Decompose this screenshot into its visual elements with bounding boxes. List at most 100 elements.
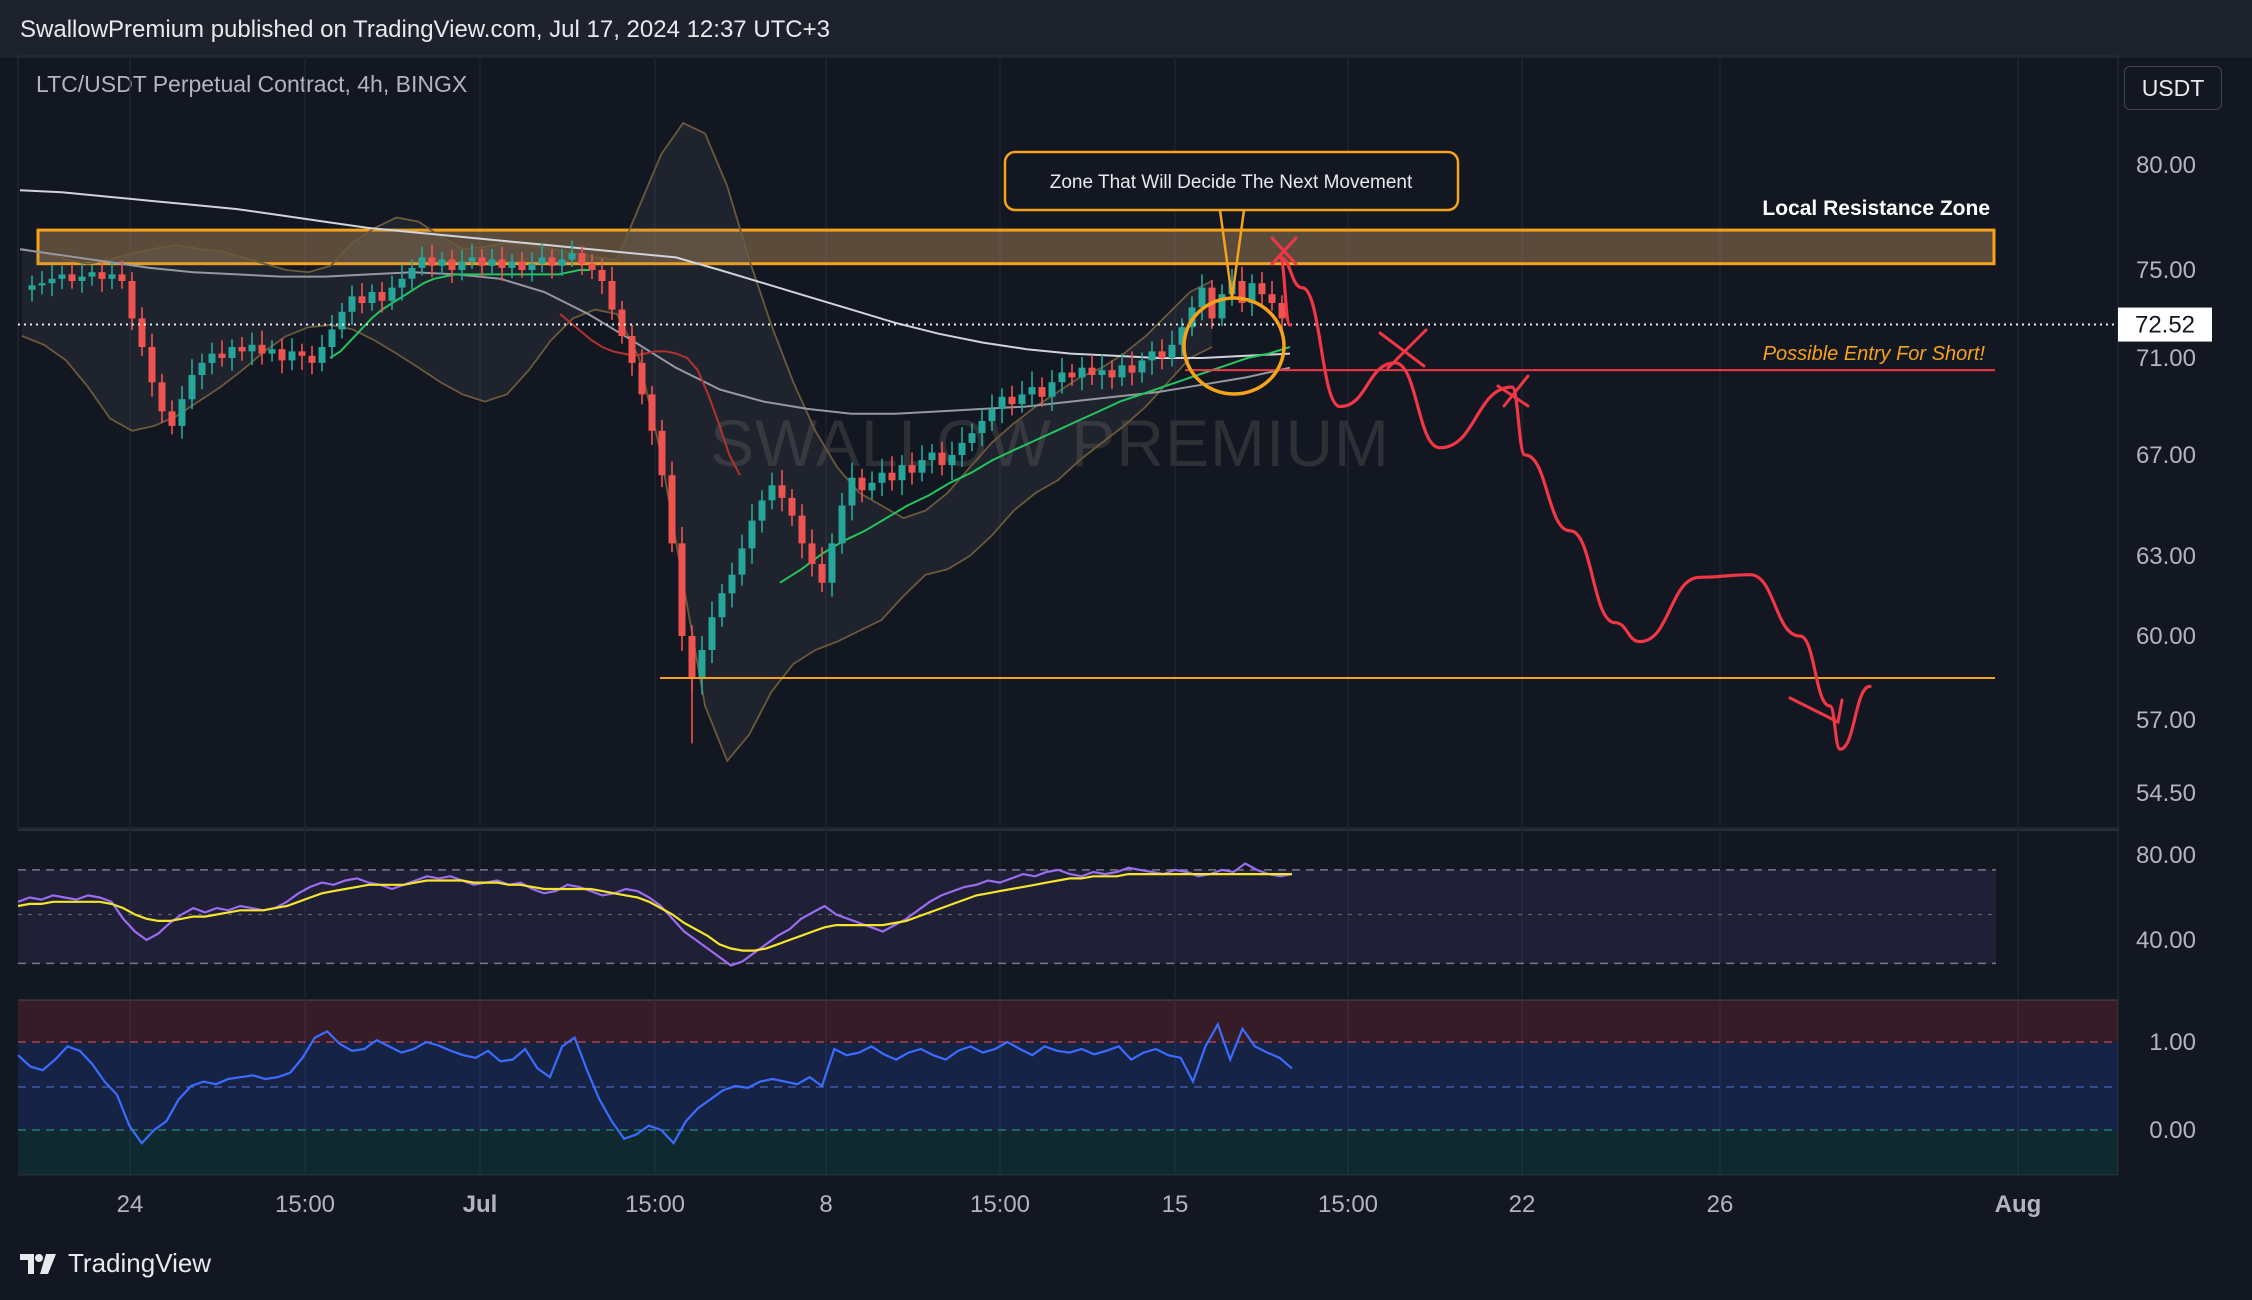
price-axis[interactable]: 80.00 75.00 71.00 67.00 63.00 60.00 57.00 54.50 bbox=[2136, 152, 2196, 807]
candle-body bbox=[1238, 281, 1246, 303]
candle-body bbox=[278, 349, 286, 361]
symbol-title[interactable]: LTC/USDT Perpetual Contract, 4h, BINGX bbox=[36, 71, 468, 97]
candle-body bbox=[888, 472, 896, 481]
tradingview-logo-icon bbox=[20, 1253, 56, 1274]
candle-body bbox=[498, 259, 506, 268]
price-tick-label: 57.00 bbox=[2136, 707, 2196, 734]
rsi-tick-label: 40.00 bbox=[2136, 927, 2196, 954]
candle-body bbox=[868, 482, 876, 491]
time-axis[interactable]: 24 15:00 Jul 15:00 8 15:00 15 15:00 22 26 Aug bbox=[117, 1191, 2042, 1218]
candle-body bbox=[478, 257, 486, 266]
candle-body bbox=[1178, 327, 1186, 345]
candle-body bbox=[98, 272, 106, 279]
candle-body bbox=[728, 574, 736, 594]
candle-body bbox=[1138, 360, 1146, 373]
short-entry-label: Possible Entry For Short! bbox=[1763, 343, 1986, 365]
time-tick-label: Aug bbox=[1995, 1191, 2042, 1218]
candle-body bbox=[578, 253, 586, 264]
candle-body bbox=[748, 520, 756, 549]
candle-body bbox=[1198, 287, 1206, 308]
candle-body bbox=[1018, 394, 1026, 405]
candle-body bbox=[398, 278, 406, 288]
candle-body bbox=[558, 259, 566, 266]
time-tick-label: 24 bbox=[117, 1191, 144, 1218]
candle-body bbox=[1128, 365, 1136, 373]
candle-body bbox=[838, 505, 846, 544]
candle-body bbox=[468, 257, 476, 262]
candle-body bbox=[938, 452, 946, 466]
candle-body bbox=[778, 485, 786, 498]
currency-button[interactable]: USDT bbox=[2124, 66, 2222, 110]
candle-body bbox=[1078, 367, 1086, 378]
candle-body bbox=[358, 296, 366, 303]
bollinger-fill bbox=[22, 123, 1212, 761]
candle-body bbox=[78, 276, 86, 281]
candle-body bbox=[698, 650, 706, 678]
publisher-text: SwallowPremium published on TradingView.… bbox=[20, 16, 830, 43]
tradingview-brand[interactable]: TradingView bbox=[18, 1248, 211, 1279]
candle-body bbox=[738, 548, 746, 575]
candle-body bbox=[1008, 396, 1016, 405]
candle-body bbox=[38, 283, 46, 286]
candle-body bbox=[378, 292, 386, 301]
candle-body bbox=[68, 274, 76, 281]
osc-mid-band bbox=[18, 1042, 2118, 1130]
candle-body bbox=[978, 421, 986, 434]
zone-callout-text: Zone That Will Decide The Next Movement bbox=[1050, 172, 1413, 193]
candle-body bbox=[178, 399, 186, 426]
candle-body bbox=[908, 465, 916, 473]
candle-body bbox=[288, 351, 296, 361]
candle-body bbox=[798, 515, 806, 544]
decision-zone-circle[interactable] bbox=[1182, 296, 1286, 396]
ma-lower-line bbox=[20, 248, 1291, 415]
osc-axis[interactable]: 1.00 0.00 bbox=[2149, 1029, 2196, 1144]
time-tick-label: Jul bbox=[463, 1191, 498, 1218]
candle-body bbox=[118, 274, 126, 281]
footer bbox=[0, 1230, 2252, 1300]
projected-path[interactable] bbox=[1278, 255, 1872, 751]
candle-body bbox=[548, 257, 556, 266]
candle-body bbox=[408, 267, 416, 279]
candle-body bbox=[708, 617, 716, 650]
rsi-tick-label: 80.00 bbox=[2136, 842, 2196, 869]
bollinger-bands bbox=[21, 121, 1213, 763]
time-tick-label: 22 bbox=[1509, 1191, 1536, 1218]
candle-body bbox=[198, 362, 206, 375]
candle-body bbox=[458, 261, 466, 270]
candle-body bbox=[1088, 367, 1096, 375]
candle-body bbox=[1118, 365, 1126, 378]
candle-body bbox=[688, 636, 696, 678]
candle-body bbox=[258, 344, 266, 354]
candle-body bbox=[448, 259, 456, 270]
candle-body bbox=[588, 263, 596, 270]
vertical-grid bbox=[129, 56, 2019, 1175]
ema-green-tail bbox=[779, 346, 1291, 584]
bollinger-lower bbox=[21, 308, 1213, 763]
osc-tick-label: 0.00 bbox=[2149, 1117, 2196, 1144]
oscillator-line bbox=[17, 1021, 1293, 1146]
candle-body bbox=[818, 564, 826, 583]
candle-body bbox=[1028, 387, 1036, 395]
rsi-axis[interactable]: 80.00 40.00 bbox=[2136, 842, 2196, 954]
candle-body bbox=[248, 344, 256, 352]
candle-body bbox=[828, 543, 836, 583]
zone-callout-box[interactable] bbox=[1003, 150, 1460, 212]
price-tick-label: 75.00 bbox=[2136, 257, 2196, 284]
candle-body bbox=[308, 355, 316, 363]
time-tick-label: 15:00 bbox=[275, 1191, 335, 1218]
time-tick-label: 15:00 bbox=[1318, 1191, 1378, 1218]
candle-body bbox=[1228, 281, 1236, 295]
candle-body bbox=[298, 351, 306, 356]
candle-body bbox=[958, 442, 966, 455]
price-chart[interactable]: SWALLOW PREMIUM Local Resistance Zone Po… bbox=[0, 0, 2252, 1230]
ma-red-line bbox=[559, 313, 741, 476]
ema-green-line bbox=[329, 269, 590, 359]
candle-body bbox=[598, 270, 606, 281]
price-tick-label: 60.00 bbox=[2136, 623, 2196, 650]
time-tick-label: 8 bbox=[819, 1191, 832, 1218]
candle-body bbox=[438, 259, 446, 266]
candle-body bbox=[648, 394, 656, 431]
candle-body bbox=[618, 309, 626, 336]
time-tick-label: 26 bbox=[1707, 1191, 1734, 1218]
resistance-zone[interactable] bbox=[36, 228, 1996, 266]
